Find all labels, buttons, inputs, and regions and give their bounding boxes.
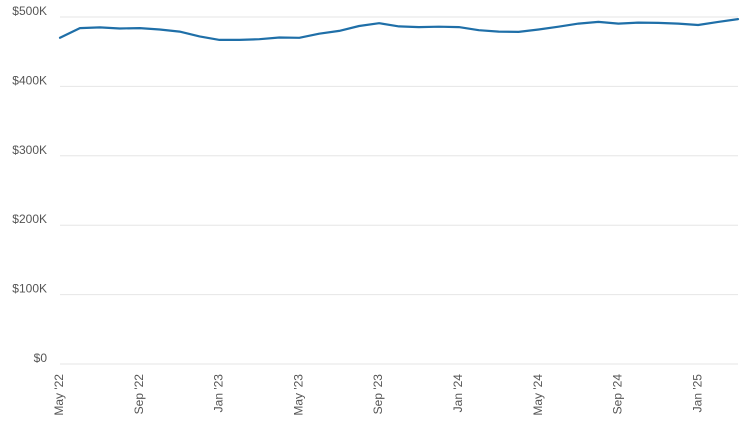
- y-tick-label: $100K: [12, 282, 47, 296]
- y-tick-label: $300K: [12, 143, 47, 157]
- x-axis-tick-labels: May '22 Sep '22 Jan '23 May '23 Sep '23 Jan '…: [52, 374, 704, 416]
- x-tick-label: Sep '23: [371, 374, 385, 415]
- x-tick-label: Jan '23: [212, 374, 226, 413]
- x-tick-label: May '23: [291, 374, 305, 416]
- x-tick-label: Jan '24: [451, 374, 465, 413]
- y-tick-label: $500K: [12, 4, 47, 18]
- y-axis-tick-labels: $0 $100K $200K $300K $400K $500K: [12, 4, 47, 365]
- x-tick-label: Sep '24: [611, 374, 625, 415]
- x-tick-label: Jan '25: [690, 374, 704, 413]
- y-tick-label: $200K: [12, 212, 47, 226]
- y-tick-label: $0: [34, 351, 48, 365]
- series-line: [58, 18, 740, 42]
- y-tick-label: $400K: [12, 73, 47, 87]
- grid-lines: [60, 16, 738, 365]
- x-tick-label: Sep '22: [132, 374, 146, 415]
- x-tick-label: May '24: [531, 374, 545, 416]
- series-lines: [58, 18, 740, 42]
- x-tick-label: May '22: [52, 374, 66, 416]
